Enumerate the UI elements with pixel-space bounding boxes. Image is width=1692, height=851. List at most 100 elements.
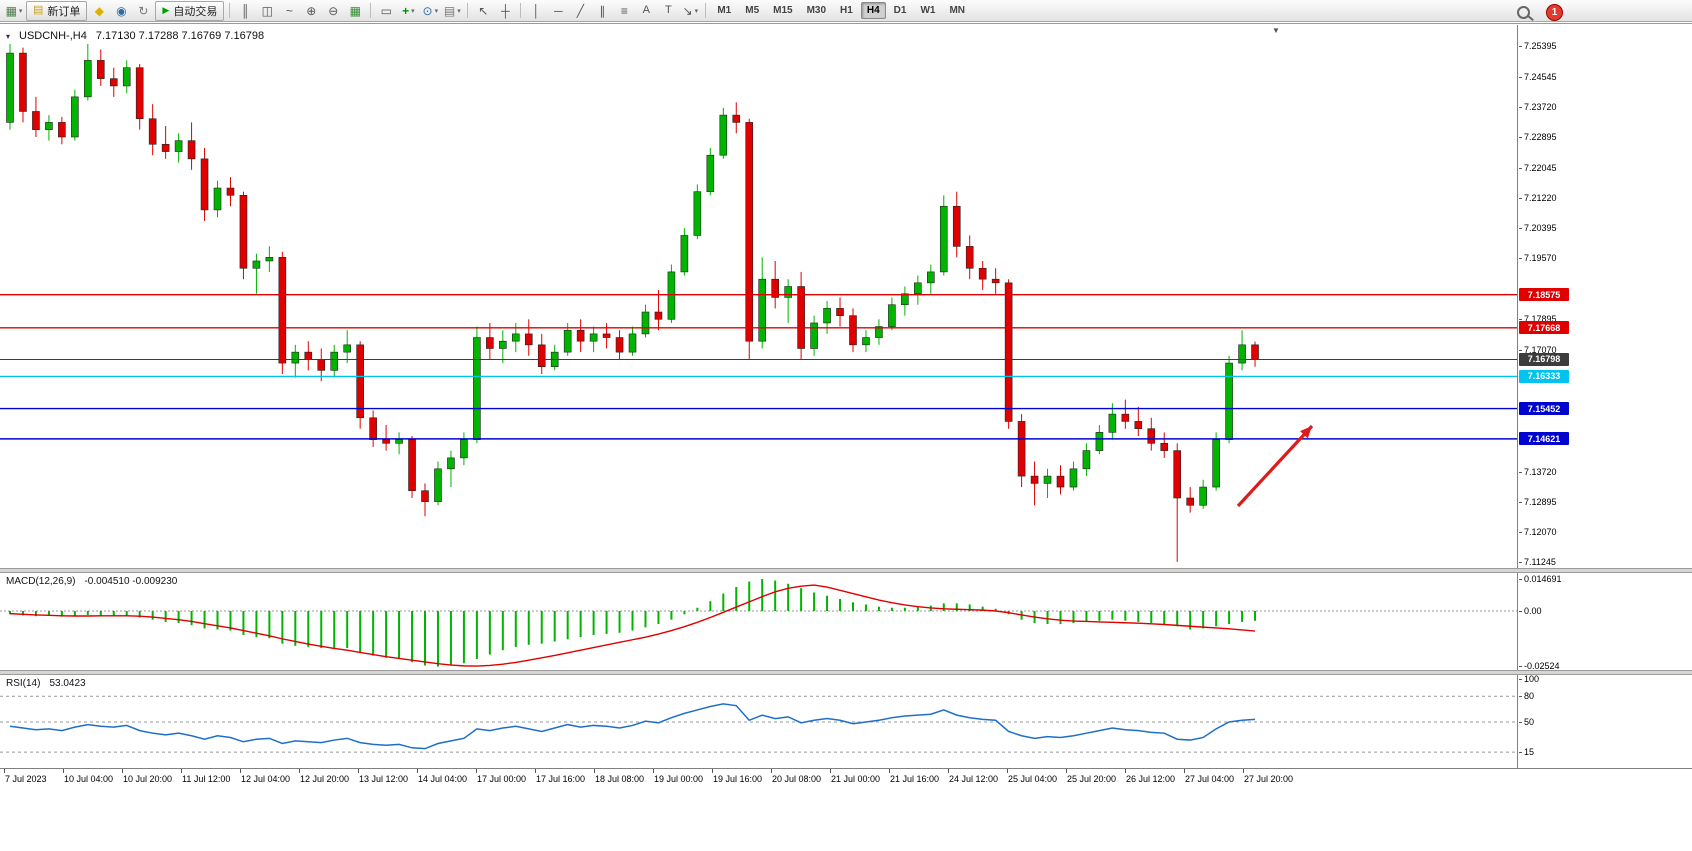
rsi-scale-label: 80 — [1518, 691, 1535, 702]
indicators-icon: + — [402, 3, 410, 18]
price-tick: 7.12070 — [1519, 526, 1557, 537]
pane-splitter[interactable] — [0, 670, 1692, 675]
community-icon: ◉ — [116, 3, 127, 18]
time-tick: 11 Jul 12:00 — [180, 769, 231, 784]
time-tick: 12 Jul 04:00 — [239, 769, 291, 784]
zoom-in-button[interactable]: ⊕ — [301, 2, 321, 20]
time-axis-separator — [0, 768, 1692, 769]
vertical-line-button[interactable]: │ — [526, 2, 546, 20]
macd-scale-label: 0.00 — [1519, 606, 1542, 616]
search-button[interactable] — [1513, 3, 1533, 21]
rsi-pane[interactable]: RSI(14) 53.0423 — [0, 675, 1518, 768]
arrows-button[interactable]: ↘ ▾ — [680, 2, 700, 20]
autotrade-button[interactable]: ▶ 自动交易 — [155, 0, 225, 21]
time-tick: 20 Jul 08:00 — [770, 769, 822, 784]
mql-icon: ◆ — [94, 3, 105, 18]
tile-windows-button[interactable]: ▦ — [345, 2, 365, 20]
bar-chart-button[interactable]: ║ — [235, 2, 255, 20]
tile-windows-icon: ▦ — [349, 3, 361, 18]
timeframe-button-m1[interactable]: M1 — [717, 5, 732, 16]
toolbar-separator — [229, 3, 231, 18]
price-axis[interactable]: 7.25395 7.24545 7.23720 7.22895 7.22045 7.212… — [1518, 25, 1692, 768]
crosshair-icon: ┼ — [501, 3, 510, 18]
chevron-down-icon: ▾ — [434, 7, 439, 15]
chart-window: ▾ USDCNH-,H4 7.17130 7.17288 7.16769 7.1… — [0, 23, 1692, 851]
candle-chart-icon: ◫ — [261, 3, 273, 18]
new-order-button[interactable]: ▤ 新订单 — [26, 0, 88, 21]
timeframe-button-w1[interactable]: W1 — [920, 5, 936, 16]
pane-splitter[interactable] — [0, 568, 1692, 573]
template-icon: ▤ — [443, 3, 456, 18]
price-badge-7.14621: 7.14621 — [1519, 432, 1569, 446]
cursor-button[interactable]: ↖ — [473, 2, 493, 20]
rsi-scale-label: 50 — [1518, 717, 1535, 727]
timeframe-button-m30[interactable]: M30 — [806, 5, 827, 16]
time-tick: 10 Jul 04:00 — [62, 769, 114, 784]
indicators-button[interactable]: + ▾ — [398, 2, 418, 20]
zoom-out-button[interactable]: ⊖ — [323, 2, 343, 20]
refresh-icon: ↻ — [138, 3, 149, 18]
fibonacci-button[interactable]: ≡ — [614, 2, 634, 20]
toolbar: ▦ ▾ ▤ 新订单 ◆ ◉ ↻ ▶ 自动交易 ║ ◫ ~ ⊕ ⊖ ▦ ▭ + ▾ … — [0, 0, 1692, 22]
price-tick: 7.20395 — [1519, 223, 1557, 234]
time-tick: 24 Jul 12:00 — [947, 769, 999, 784]
zoom-out-icon: ⊖ — [328, 3, 339, 18]
price-tick: 7.22045 — [1519, 163, 1557, 174]
price-badge-7.18575: 7.18575 — [1519, 288, 1569, 302]
price-tick: 7.24545 — [1519, 71, 1557, 82]
candle-chart-button[interactable]: ◫ — [257, 2, 277, 20]
price-tick: 7.25395 — [1519, 41, 1557, 51]
text-button[interactable]: A — [636, 2, 656, 20]
text-icon: A — [642, 4, 650, 16]
clock-icon: ⊙ — [422, 3, 433, 18]
channel-icon: ∥ — [599, 3, 606, 18]
time-tick: 25 Jul 04:00 — [1006, 769, 1058, 784]
crosshair-button[interactable]: ┼ — [495, 2, 515, 20]
timeframe-button-mn[interactable]: MN — [949, 5, 965, 16]
timeframe-button-h4[interactable]: H4 — [860, 2, 886, 19]
bar-chart-icon: ║ — [241, 3, 250, 18]
timeframe-button-d1[interactable]: D1 — [893, 5, 907, 16]
periods-button[interactable]: ⊙ ▾ — [420, 2, 440, 20]
price-badge-7.15452: 7.15452 — [1519, 402, 1569, 416]
main-chart-canvas[interactable] — [0, 25, 1517, 568]
toolbar-right-group: 1 — [1512, 3, 1563, 21]
refresh-button[interactable]: ↻ — [133, 2, 153, 20]
macd-scale-label: 0.014691 — [1519, 574, 1562, 584]
trendline-icon: ╱ — [576, 3, 584, 18]
new-chart-button[interactable]: ▦ ▾ — [4, 2, 24, 20]
timeframe-button-m15[interactable]: M15 — [773, 5, 793, 16]
timeframe-group: M1 M5 M15 M30 H1 H4 D1 W1 MN — [710, 2, 972, 19]
rsi-canvas[interactable] — [0, 675, 1517, 768]
main-chart-pane[interactable]: ▾ USDCNH-,H4 7.17130 7.17288 7.16769 7.1… — [0, 25, 1518, 568]
time-tick: 27 Jul 20:00 — [1242, 769, 1294, 784]
time-tick: 14 Jul 04:00 — [416, 769, 468, 784]
community-button[interactable]: ◉ — [111, 2, 131, 20]
horizontal-line-button[interactable]: ─ — [548, 2, 568, 20]
time-tick: 21 Jul 00:00 — [829, 769, 881, 784]
trendline-button[interactable]: ╱ — [570, 2, 590, 20]
text-label-button[interactable]: T — [658, 2, 678, 20]
toolbar-separator — [705, 3, 707, 18]
arrow-annotation[interactable] — [1236, 424, 1314, 508]
mql-button[interactable]: ◆ — [89, 2, 109, 20]
candles — [6, 43, 1259, 562]
cascade-button[interactable]: ▭ — [376, 2, 396, 20]
toolbar-separator — [467, 3, 469, 18]
macd-pane[interactable]: MACD(12,26,9) -0.004510 -0.009230 — [0, 573, 1518, 670]
arrows-icon: ↘ — [682, 3, 693, 18]
chevron-down-icon: ▾ — [411, 7, 415, 15]
time-axis[interactable]: 7 Jul 2023 10 Jul 04:00 10 Jul 20:00 11 Jul… — [0, 769, 1517, 801]
notification-badge[interactable]: 1 — [1546, 3, 1563, 21]
templates-button[interactable]: ▤ ▾ — [442, 2, 462, 20]
toolbar-separator — [520, 3, 522, 18]
timeframe-button-m5[interactable]: M5 — [745, 5, 760, 16]
search-icon — [1516, 5, 1530, 19]
price-tick: 7.23720 — [1519, 102, 1557, 113]
timeframe-button-h1[interactable]: H1 — [840, 5, 853, 16]
line-chart-button[interactable]: ~ — [279, 2, 299, 20]
macd-canvas[interactable] — [0, 573, 1517, 670]
chevron-down-icon: ▾ — [18, 7, 23, 15]
time-tick: 10 Jul 20:00 — [121, 769, 173, 784]
channel-button[interactable]: ∥ — [592, 2, 612, 20]
